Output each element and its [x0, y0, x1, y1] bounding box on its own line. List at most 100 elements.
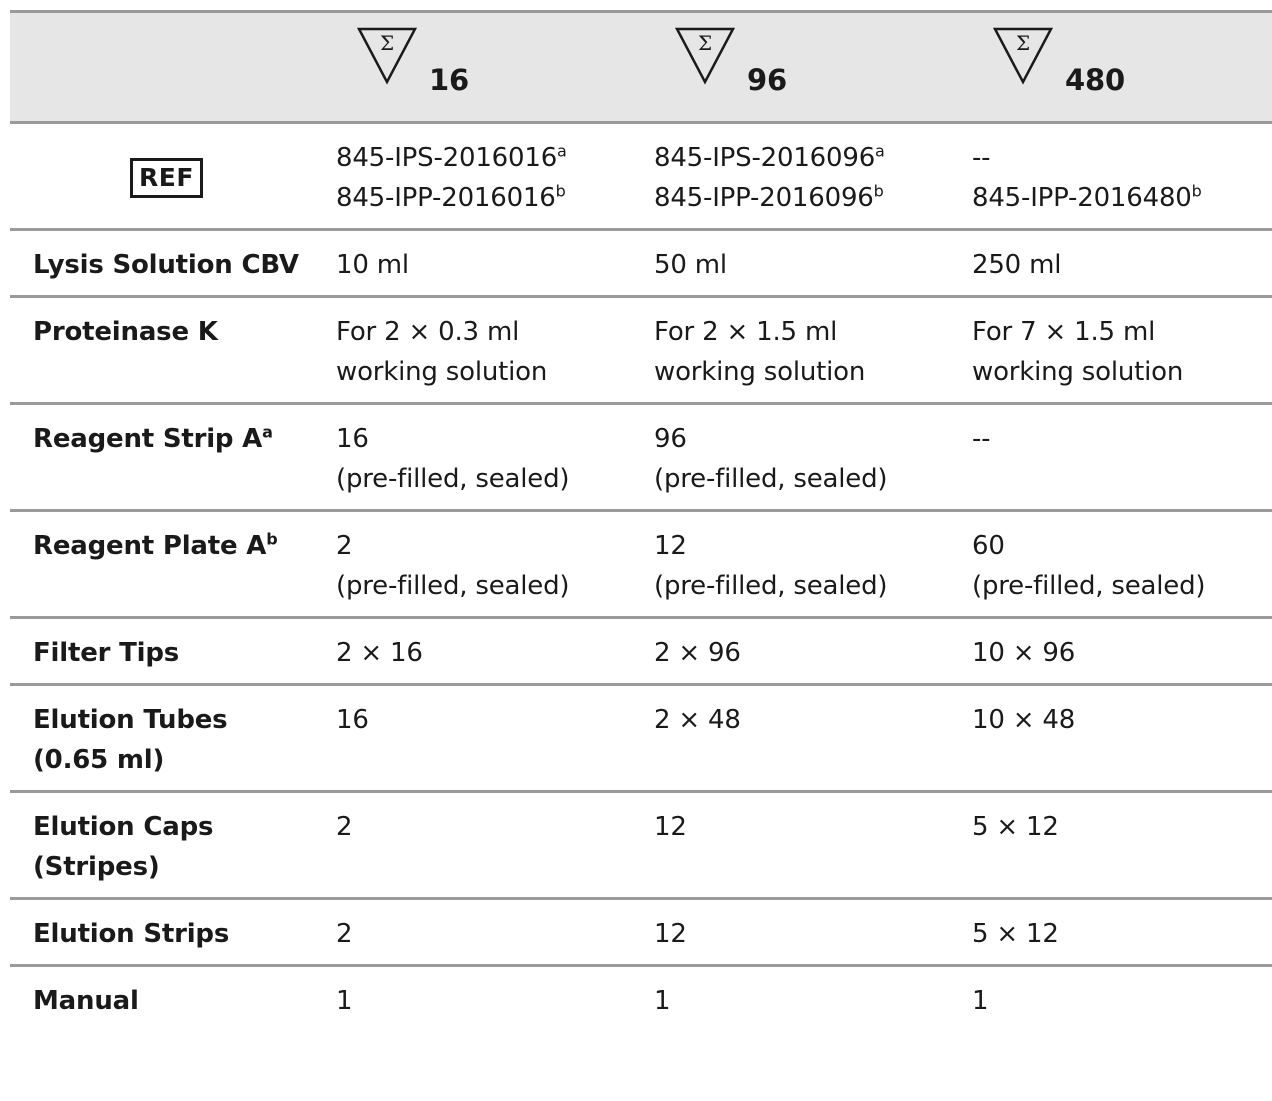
footnote-marker: b	[555, 181, 566, 201]
cell-96: 12 (pre-filled, sealed)	[641, 511, 959, 618]
cell-value: 2 × 48	[654, 705, 741, 735]
cell-value: (pre-filled, sealed)	[654, 464, 888, 494]
sigma-glyph: Σ	[380, 31, 394, 55]
table-row-elution-tubes: Elution Tubes (0.65 ml) 16 2 × 48 10 × 48	[10, 685, 1272, 792]
pack-size-label: 480	[1065, 63, 1125, 97]
row-label: Manual	[10, 966, 323, 1032]
table-row-elution-strips: Elution Strips 2 12 5 × 12	[10, 899, 1272, 966]
cell-480: 5 × 12	[959, 899, 1272, 966]
catalog-number: 845-IPP-2016480	[972, 183, 1192, 213]
row-label-subtext: (Stripes)	[33, 852, 160, 882]
cell-value: 2 × 96	[654, 638, 741, 668]
row-label-text: Lysis Solution CBV	[33, 250, 299, 280]
row-label-text: Manual	[33, 986, 139, 1016]
table-header-row: Σ 16 Σ 96 Σ	[10, 11, 1272, 123]
cell-96: For 2 × 1.5 ml working solution	[641, 297, 959, 404]
cell-value: 96	[654, 424, 687, 454]
cell-96: 50 ml	[641, 230, 959, 297]
cell-480: --	[959, 404, 1272, 511]
ref-cell-480: -- 845-IPP-2016480b	[959, 123, 1272, 230]
row-label-text: Proteinase K	[33, 317, 218, 347]
pack-size-label: 96	[747, 63, 787, 97]
table-row-proteinase-k: Proteinase K For 2 × 0.3 ml working soluti…	[10, 297, 1272, 404]
catalog-number: 845-IPS-2016096	[654, 143, 876, 173]
cell-value: (pre-filled, sealed)	[336, 571, 570, 601]
table-row-manual: Manual 1 1 1	[10, 966, 1272, 1032]
row-label: Lysis Solution CBV	[10, 230, 323, 297]
row-label-text: Reagent Strip A	[33, 424, 263, 454]
cell-16: 2	[323, 899, 641, 966]
cell-value: 2 × 16	[336, 638, 423, 668]
cell-16: 2 (pre-filled, sealed)	[323, 511, 641, 618]
sigma-glyph: Σ	[1016, 31, 1030, 55]
cell-16: For 2 × 0.3 ml working solution	[323, 297, 641, 404]
row-label: Proteinase K	[10, 297, 323, 404]
cell-value: 10 × 96	[972, 638, 1076, 668]
cell-value: 1	[654, 986, 671, 1016]
cell-value: 2	[336, 531, 353, 561]
row-label: Elution Caps (Stripes)	[10, 792, 323, 899]
cell-96: 12	[641, 792, 959, 899]
cell-value: 10 × 48	[972, 705, 1076, 735]
cell-value: For 7 × 1.5 ml	[972, 317, 1156, 347]
cell-96: 12	[641, 899, 959, 966]
cell-value: For 2 × 1.5 ml	[654, 317, 838, 347]
ref-row: REF 845-IPS-2016016a 845-IPP-2016016b 84…	[10, 123, 1272, 230]
cell-value: 2	[336, 812, 353, 842]
ref-symbol-icon: REF	[130, 158, 203, 198]
row-label-text: Elution Strips	[33, 919, 230, 949]
catalog-number: 845-IPP-2016016	[336, 183, 556, 213]
ref-cell-96: 845-IPS-2016096a 845-IPP-2016096b	[641, 123, 959, 230]
cell-value: working solution	[972, 357, 1184, 387]
cell-480: 60 (pre-filled, sealed)	[959, 511, 1272, 618]
table-row-filter-tips: Filter Tips 2 × 16 2 × 96 10 × 96	[10, 618, 1272, 685]
cell-480: 1	[959, 966, 1272, 1032]
cell-value: (pre-filled, sealed)	[336, 464, 570, 494]
sigma-triangle-icon: Σ	[675, 27, 735, 85]
row-label-subtext: (0.65 ml)	[33, 745, 165, 775]
table-row-elution-caps: Elution Caps (Stripes) 2 12 5 × 12	[10, 792, 1272, 899]
cell-16: 16 (pre-filled, sealed)	[323, 404, 641, 511]
row-label: Elution Strips	[10, 899, 323, 966]
cell-96: 96 (pre-filled, sealed)	[641, 404, 959, 511]
cell-value: 12	[654, 919, 687, 949]
cell-value: 2	[336, 919, 353, 949]
cell-value: For 2 × 0.3 ml	[336, 317, 520, 347]
sigma-glyph: Σ	[698, 31, 712, 55]
kit-contents-table-container: Σ 16 Σ 96 Σ	[10, 10, 1272, 1031]
cell-96: 1	[641, 966, 959, 1032]
table-row-lysis-solution-cbv: Lysis Solution CBV 10 ml 50 ml 250 ml	[10, 230, 1272, 297]
cell-480: 250 ml	[959, 230, 1272, 297]
header-empty-cell	[10, 12, 323, 123]
catalog-number: 845-IPS-2016016	[336, 143, 558, 173]
ref-symbol-cell: REF	[10, 123, 323, 230]
cell-480: For 7 × 1.5 ml working solution	[959, 297, 1272, 404]
row-label-text: Elution Caps	[33, 812, 214, 842]
catalog-number: --	[972, 143, 991, 173]
cell-value: 10 ml	[336, 250, 409, 280]
cell-value: (pre-filled, sealed)	[654, 571, 888, 601]
cell-value: 60	[972, 531, 1005, 561]
row-label: Reagent Plate Ab	[10, 511, 323, 618]
header-pack-96: Σ 96	[641, 12, 959, 123]
row-label: Reagent Strip Aa	[10, 404, 323, 511]
cell-480: 10 × 48	[959, 685, 1272, 792]
footnote-marker: b	[873, 181, 884, 201]
sigma-triangle-icon: Σ	[993, 27, 1053, 85]
content-rows: Lysis Solution CBV 10 ml 50 ml 250 ml Protei…	[10, 230, 1272, 1032]
row-label-text: Filter Tips	[33, 638, 180, 668]
cell-value: 250 ml	[972, 250, 1062, 280]
cell-16: 1	[323, 966, 641, 1032]
row-label: Elution Tubes (0.65 ml)	[10, 685, 323, 792]
header-pack-480: Σ 480	[959, 12, 1272, 123]
row-label: Filter Tips	[10, 618, 323, 685]
cell-value: 1	[972, 986, 989, 1016]
pack-size-label: 16	[429, 63, 469, 97]
row-label-text: Reagent Plate A	[33, 531, 267, 561]
catalog-number: 845-IPP-2016096	[654, 183, 874, 213]
cell-value: 5 × 12	[972, 812, 1059, 842]
ref-cell-16: 845-IPS-2016016a 845-IPP-2016016b	[323, 123, 641, 230]
footnote-marker: b	[1191, 181, 1202, 201]
cell-value: 50 ml	[654, 250, 727, 280]
cell-16: 2	[323, 792, 641, 899]
